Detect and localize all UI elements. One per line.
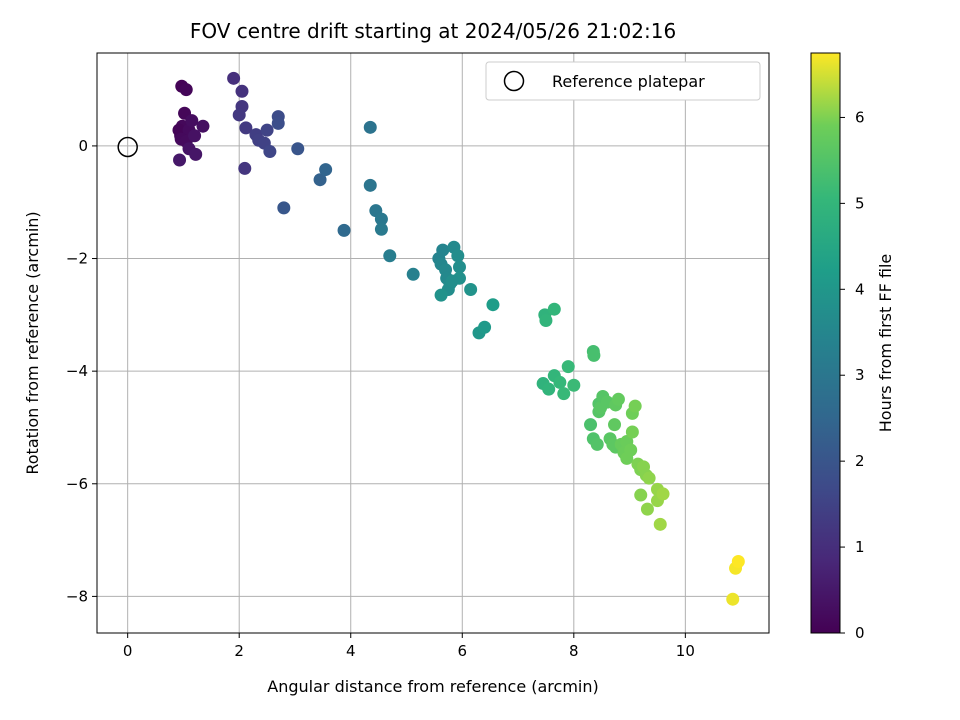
data-point [625, 425, 639, 439]
reference-marker [117, 136, 138, 158]
x-axis-ticks: 0 2 4 6 8 10 [123, 633, 695, 660]
data-point [271, 116, 285, 130]
data-points [172, 71, 745, 606]
data-point [634, 488, 648, 502]
colorbar-label: Hours from first FF file [876, 254, 895, 433]
chart-title: FOV centre drift starting at 2024/05/26 … [190, 19, 676, 43]
data-point [584, 418, 598, 432]
y-axis-ticks: −8 −6 −4 −2 0 [66, 137, 97, 605]
data-point [542, 382, 556, 396]
x-tick-label: 4 [346, 642, 356, 660]
colorbar-ticks: 0 1 2 3 4 5 6 [840, 108, 865, 642]
y-tick-label: −6 [66, 475, 88, 493]
data-point [561, 360, 575, 374]
colorbar-tick-label: 4 [855, 280, 865, 298]
data-point [547, 302, 561, 316]
colorbar-tick-label: 3 [855, 366, 865, 384]
data-point [539, 313, 553, 327]
y-tick-label: −2 [66, 250, 88, 268]
data-point [608, 418, 622, 432]
grid [97, 53, 769, 633]
data-point [239, 121, 253, 135]
data-point [232, 108, 246, 122]
data-point [173, 153, 187, 167]
colorbar-tick-label: 0 [855, 624, 865, 642]
colorbar-tick-label: 2 [855, 452, 865, 470]
y-axis-label: Rotation from reference (arcmin) [23, 211, 42, 474]
data-point [642, 471, 656, 485]
x-tick-label: 2 [234, 642, 244, 660]
data-point [189, 147, 203, 161]
data-point [179, 83, 193, 97]
data-point [486, 298, 500, 312]
data-point [731, 554, 745, 568]
x-tick-label: 6 [458, 642, 468, 660]
data-point [291, 142, 305, 156]
data-point [260, 123, 274, 137]
x-tick-label: 10 [676, 642, 695, 660]
data-point [383, 249, 397, 263]
colorbar [810, 52, 841, 634]
plot-frame [96, 52, 770, 634]
colorbar-tick-label: 6 [855, 108, 865, 126]
data-point [374, 222, 388, 236]
data-point [196, 119, 210, 133]
data-point [374, 212, 388, 226]
y-tick-label: 0 [78, 137, 88, 155]
data-point [263, 145, 277, 159]
data-point [434, 288, 448, 302]
data-point [451, 249, 465, 263]
data-point [277, 201, 291, 215]
data-point [452, 260, 466, 274]
data-point [640, 502, 654, 516]
data-point [238, 161, 252, 175]
data-point [363, 178, 377, 192]
data-point [726, 592, 740, 606]
x-tick-label: 8 [569, 642, 579, 660]
data-point [188, 129, 202, 143]
data-point [553, 375, 567, 389]
y-tick-label: −8 [66, 587, 88, 605]
data-point [235, 84, 249, 98]
colorbar-tick-label: 5 [855, 194, 865, 212]
data-point [628, 399, 642, 413]
data-point [567, 378, 581, 392]
data-point [653, 517, 667, 531]
data-point [313, 173, 327, 187]
data-point [337, 223, 351, 237]
data-point [478, 320, 492, 334]
data-point [587, 348, 601, 362]
data-point [185, 114, 199, 128]
data-point [406, 267, 420, 281]
data-point [590, 437, 604, 451]
legend-label: Reference platepar [552, 72, 705, 91]
data-point [436, 243, 450, 257]
colorbar-tick-label: 1 [855, 538, 865, 556]
data-point [611, 392, 625, 406]
data-point [557, 387, 571, 401]
x-axis-label: Angular distance from reference (arcmin) [267, 677, 598, 696]
legend-marker [503, 70, 525, 92]
y-tick-label: −4 [66, 362, 88, 380]
data-point [445, 274, 459, 288]
data-point [656, 487, 670, 501]
data-point [363, 120, 377, 134]
data-point [227, 71, 241, 85]
legend: Reference platepar [485, 61, 761, 101]
legend-box [485, 61, 761, 101]
x-tick-label: 0 [123, 642, 133, 660]
data-point [319, 163, 333, 177]
data-point [624, 443, 638, 457]
data-point [464, 283, 478, 297]
